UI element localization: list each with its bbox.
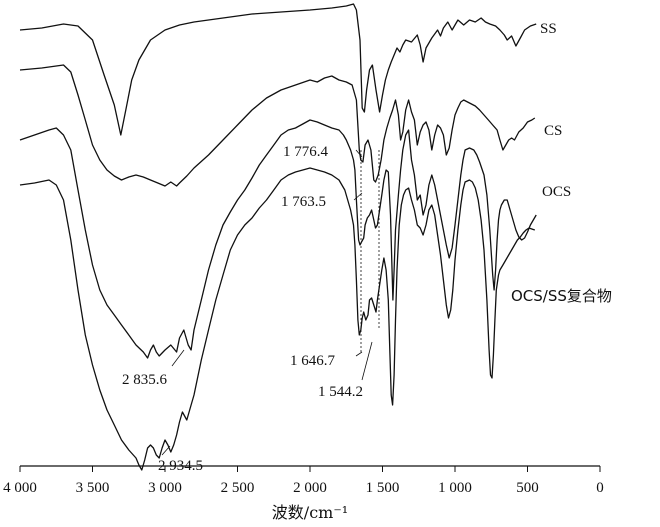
x-tick-label: 2 000	[293, 480, 327, 496]
leader-1776	[355, 149, 363, 158]
peak-label-1544: 1 544.2	[318, 384, 363, 400]
peak-label-1776: 1 776.4	[283, 144, 329, 160]
series-label-cs: CS	[544, 123, 562, 139]
x-axis-ticks: 4 000 3 500 3 000 2 500 2 000 1 500 1 000 500 0	[3, 466, 604, 496]
series-line-ss	[19, 3, 537, 136]
series-label-ocs: OCS	[542, 184, 571, 200]
series-line-ocs-ss-composite	[19, 167, 536, 471]
leader-1544	[361, 341, 373, 381]
peak-label-2934: 2 934.5	[158, 458, 203, 474]
series-label-ocs-ss-composite: OCS/SS复合物	[511, 287, 612, 305]
leader-1646	[355, 351, 363, 357]
leader-1763	[353, 192, 363, 201]
x-tick-label: 500	[516, 480, 539, 496]
x-tick-label: 0	[596, 480, 604, 496]
x-tick-label: 4 000	[3, 480, 37, 496]
x-tick-label: 2 500	[221, 480, 255, 496]
series-line-ocs	[19, 119, 537, 359]
peak-label-1763: 1 763.5	[281, 194, 326, 210]
x-axis-title: 波数/cm⁻¹	[272, 503, 348, 522]
x-tick-label: 1 000	[438, 480, 472, 496]
leader-2835	[171, 349, 185, 367]
x-tick-label: 3 000	[148, 480, 182, 496]
peak-label-1646: 1 646.7	[290, 353, 336, 369]
x-tick-label: 3 500	[76, 480, 110, 496]
spectra-group	[19, 3, 537, 471]
series-label-ss: SS	[540, 21, 557, 37]
x-tick-label: 1 500	[366, 480, 400, 496]
series-line-cs	[19, 64, 536, 187]
peak-label-2835: 2 835.6	[122, 372, 168, 388]
leader-2934	[161, 445, 171, 456]
